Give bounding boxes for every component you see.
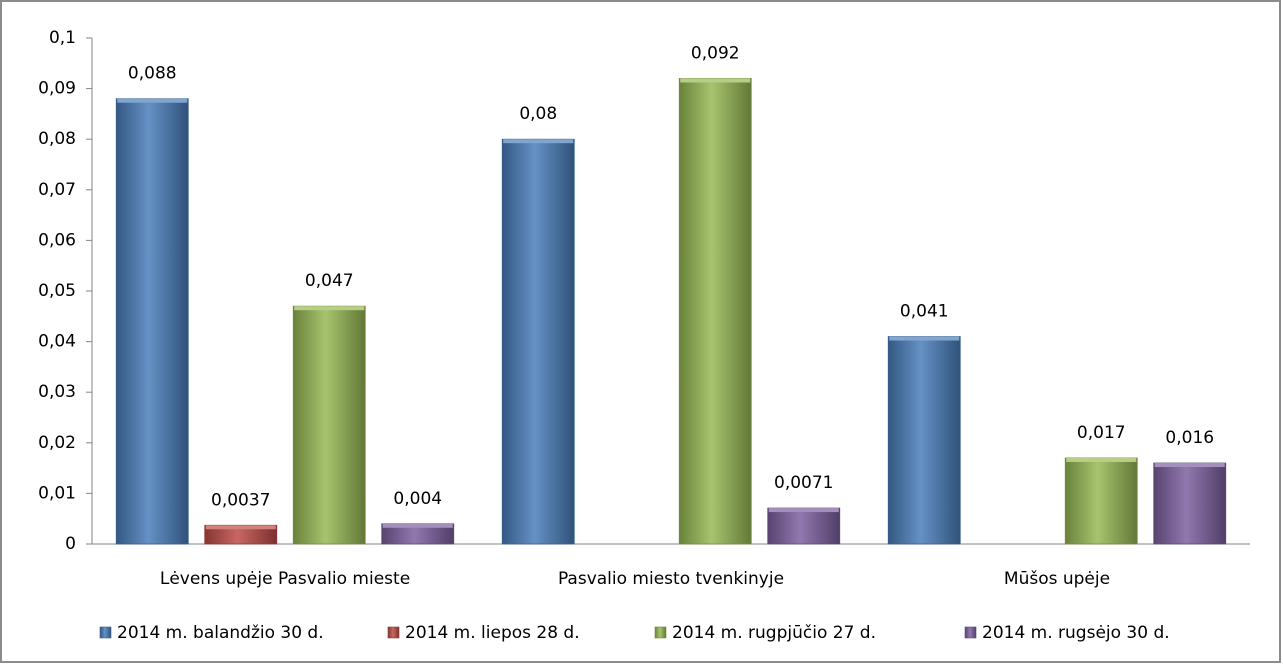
bar xyxy=(292,305,366,545)
bar-cap xyxy=(1066,457,1137,462)
data-label: 0,047 xyxy=(305,271,354,291)
bar-cap xyxy=(205,525,276,530)
bar-cap xyxy=(889,336,960,341)
bar xyxy=(501,138,575,545)
data-label: 0,08 xyxy=(519,104,557,124)
y-tick-label: 0 xyxy=(65,534,76,554)
legend-swatch xyxy=(99,626,112,639)
y-tick-label: 0,08 xyxy=(38,129,76,149)
bar xyxy=(767,507,841,545)
legend-swatch xyxy=(964,626,977,639)
bar-cap xyxy=(294,306,365,311)
bar-cap xyxy=(768,508,839,513)
bar-cap xyxy=(680,78,751,83)
y-tick-label: 0,03 xyxy=(38,382,76,402)
bar xyxy=(1064,457,1138,545)
bar-cap xyxy=(1154,463,1225,468)
data-label: 0,088 xyxy=(128,64,177,84)
bar xyxy=(678,78,752,545)
legend-label: 2014 m. rugpjūčio 27 d. xyxy=(672,623,876,643)
y-tick-label: 0,09 xyxy=(38,79,76,99)
legend-swatch xyxy=(654,626,667,639)
data-label: 0,0071 xyxy=(774,473,833,493)
data-label: 0,0037 xyxy=(211,490,270,510)
bar xyxy=(887,336,961,545)
legend-swatch xyxy=(387,626,400,639)
y-tick-label: 0,07 xyxy=(38,180,76,200)
y-tick-label: 0,02 xyxy=(38,433,76,453)
bar-cap xyxy=(117,98,188,103)
bar xyxy=(115,98,189,545)
legend-label: 2014 m. balandžio 30 d. xyxy=(117,623,324,643)
bar xyxy=(1153,462,1227,545)
bar-cap xyxy=(503,139,574,144)
y-tick-label: 0,04 xyxy=(38,332,76,352)
data-label: 0,016 xyxy=(1165,428,1214,448)
data-label: 0,017 xyxy=(1077,423,1126,443)
y-tick-label: 0,06 xyxy=(38,230,76,250)
data-label: 0,092 xyxy=(691,43,740,63)
y-tick-label: 0,1 xyxy=(49,28,76,48)
x-tick-label: Pasvalio miesto tvenkinyje xyxy=(558,569,784,589)
data-label: 0,041 xyxy=(900,302,949,322)
data-label: 0,004 xyxy=(393,489,442,509)
legend-label: 2014 m. liepos 28 d. xyxy=(405,623,580,643)
x-tick-label: Mūšos upėje xyxy=(1004,569,1110,589)
y-tick-label: 0,05 xyxy=(38,281,76,301)
legend-label: 2014 m. rugsėjo 30 d. xyxy=(982,623,1170,643)
y-tick-label: 0,01 xyxy=(38,483,76,503)
bar-cap xyxy=(382,523,453,528)
x-tick-label: Lėvens upėje Pasvalio mieste xyxy=(160,569,410,589)
